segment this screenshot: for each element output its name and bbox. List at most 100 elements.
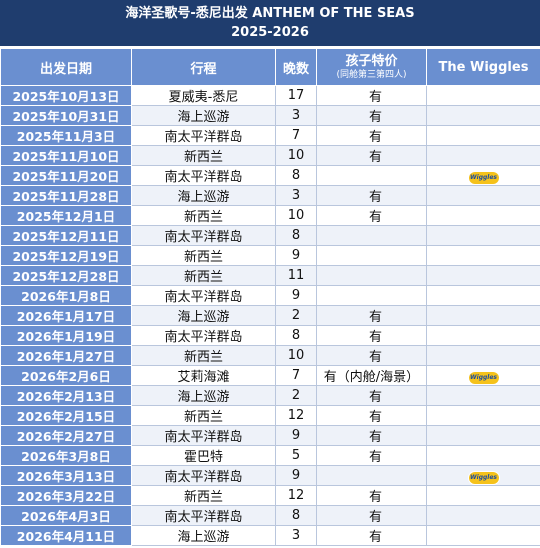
table-row: 2026年3月8日 霍巴特 5 有	[0, 445, 540, 466]
cell-kids: 有	[316, 345, 427, 366]
cell-date: 2025年12月19日	[0, 245, 132, 266]
wiggles-logo-icon: Wiggles	[468, 371, 499, 384]
cell-route: 新西兰	[131, 405, 276, 426]
cell-route: 新西兰	[131, 485, 276, 506]
table-row: 2026年3月13日 南太平洋群岛 9 Wiggles	[0, 465, 540, 486]
cell-date: 2025年11月3日	[0, 125, 132, 146]
cell-route: 南太平洋群岛	[131, 425, 276, 446]
cell-kids: 有	[316, 405, 427, 426]
cell-nights: 9	[275, 245, 317, 266]
cell-nights: 17	[275, 85, 317, 106]
cell-date: 2025年11月28日	[0, 185, 132, 206]
cell-kids: 有	[316, 125, 427, 146]
cell-nights: 11	[275, 265, 317, 286]
cell-wiggles	[426, 425, 540, 446]
table-row: 2026年2月15日 新西兰 12 有	[0, 405, 540, 426]
cell-route: 新西兰	[131, 245, 276, 266]
cell-nights: 10	[275, 205, 317, 226]
table-row: 2026年1月8日 南太平洋群岛 9	[0, 285, 540, 306]
cell-kids: 有	[316, 525, 427, 546]
cell-route: 新西兰	[131, 345, 276, 366]
cell-date: 2025年11月10日	[0, 145, 132, 166]
cell-wiggles	[426, 125, 540, 146]
cell-date: 2026年2月13日	[0, 385, 132, 406]
cell-wiggles	[426, 325, 540, 346]
cell-wiggles	[426, 145, 540, 166]
cell-wiggles	[426, 485, 540, 506]
cell-kids	[316, 265, 427, 286]
cell-date: 2025年11月20日	[0, 165, 132, 186]
cell-nights: 3	[275, 105, 317, 126]
table-row: 2025年11月28日 海上巡游 3 有	[0, 185, 540, 206]
table-row: 2025年12月1日 新西兰 10 有	[0, 205, 540, 226]
cell-route: 新西兰	[131, 145, 276, 166]
cell-date: 2026年1月19日	[0, 325, 132, 346]
cell-nights: 7	[275, 125, 317, 146]
header-row: 出发日期 行程 晚数 孩子特价 (同舱第三第四人) The Wiggles	[0, 48, 540, 86]
cell-kids: 有	[316, 485, 427, 506]
cell-kids: 有	[316, 185, 427, 206]
table-row: 2026年4月11日 海上巡游 3 有	[0, 525, 540, 546]
col-header-nights: 晚数	[275, 48, 317, 86]
cell-nights: 8	[275, 225, 317, 246]
cell-nights: 3	[275, 185, 317, 206]
cell-date: 2026年2月15日	[0, 405, 132, 426]
cell-kids: 有	[316, 145, 427, 166]
col-header-route: 行程	[131, 48, 276, 86]
table-row: 2026年2月27日 南太平洋群岛 9 有	[0, 425, 540, 446]
cell-date: 2026年3月8日	[0, 445, 132, 466]
cell-wiggles	[426, 405, 540, 426]
cell-wiggles	[426, 285, 540, 306]
cell-nights: 8	[275, 165, 317, 186]
cell-nights: 9	[275, 285, 317, 306]
table-row: 2025年11月20日 南太平洋群岛 8 Wiggles	[0, 165, 540, 186]
cell-nights: 8	[275, 325, 317, 346]
cell-nights: 3	[275, 525, 317, 546]
table-row: 2025年12月28日 新西兰 11	[0, 265, 540, 286]
cell-nights: 8	[275, 505, 317, 526]
cell-wiggles: Wiggles	[426, 165, 540, 186]
table-row: 2026年4月3日 南太平洋群岛 8 有	[0, 505, 540, 526]
cell-wiggles	[426, 525, 540, 546]
cell-date: 2026年3月13日	[0, 465, 132, 486]
cell-nights: 2	[275, 305, 317, 326]
cell-kids: 有	[316, 305, 427, 326]
cell-kids: 有（内舱/海景）	[316, 365, 427, 386]
cell-nights: 7	[275, 365, 317, 386]
col-header-wiggles: The Wiggles	[426, 48, 540, 86]
cell-route: 南太平洋群岛	[131, 165, 276, 186]
cell-wiggles: Wiggles	[426, 465, 540, 486]
schedule-table: 出发日期 行程 晚数 孩子特价 (同舱第三第四人) The Wiggles 20…	[0, 48, 540, 546]
cell-route: 夏威夷-悉尼	[131, 85, 276, 106]
cell-date: 2026年1月27日	[0, 345, 132, 366]
cell-kids: 有	[316, 425, 427, 446]
cell-wiggles	[426, 345, 540, 366]
table-row: 2026年1月19日 南太平洋群岛 8 有	[0, 325, 540, 346]
cell-nights: 9	[275, 425, 317, 446]
cell-wiggles	[426, 105, 540, 126]
col-header-date: 出发日期	[0, 48, 132, 86]
cell-kids	[316, 165, 427, 186]
cell-kids: 有	[316, 445, 427, 466]
table-row: 2025年10月13日 夏威夷-悉尼 17 有	[0, 85, 540, 106]
cell-route: 海上巡游	[131, 305, 276, 326]
cell-kids: 有	[316, 325, 427, 346]
cell-date: 2026年3月22日	[0, 485, 132, 506]
cell-date: 2025年12月1日	[0, 205, 132, 226]
cell-date: 2026年1月17日	[0, 305, 132, 326]
cell-kids	[316, 285, 427, 306]
cell-nights: 12	[275, 485, 317, 506]
cell-wiggles	[426, 185, 540, 206]
table-row: 2025年11月10日 新西兰 10 有	[0, 145, 540, 166]
ship-title: 海洋圣歌号-悉尼出发 ANTHEM OF THE SEAS	[125, 6, 415, 21]
cell-kids: 有	[316, 385, 427, 406]
table-row: 2026年1月17日 海上巡游 2 有	[0, 305, 540, 326]
cell-nights: 10	[275, 145, 317, 166]
cell-route: 新西兰	[131, 205, 276, 226]
table-row: 2025年11月3日 南太平洋群岛 7 有	[0, 125, 540, 146]
cell-kids: 有	[316, 85, 427, 106]
cell-date: 2025年12月11日	[0, 225, 132, 246]
cell-kids	[316, 465, 427, 486]
schedule-body: 2025年10月13日 夏威夷-悉尼 17 有 2025年10月31日 海上巡游 3 有 202…	[0, 85, 540, 546]
cell-date: 2026年2月6日	[0, 365, 132, 386]
